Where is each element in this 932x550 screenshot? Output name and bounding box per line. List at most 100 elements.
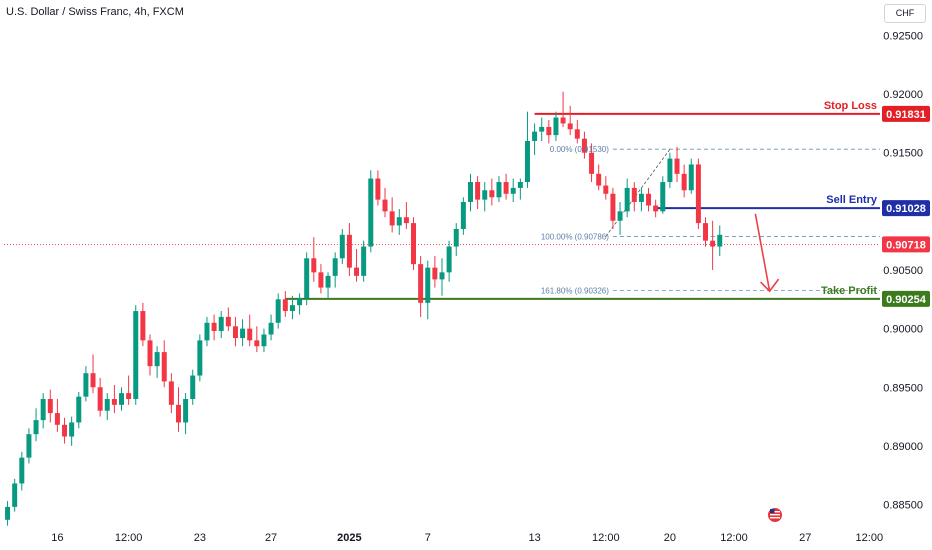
candle-body xyxy=(275,299,281,323)
candle-body xyxy=(660,182,666,212)
candle-body xyxy=(389,211,395,226)
candle-body xyxy=(247,328,253,341)
candle-body xyxy=(446,246,452,273)
fib-level-label: 0.00% (0.91530) xyxy=(550,145,609,154)
candle-body xyxy=(5,506,11,520)
candle-body xyxy=(517,182,523,188)
candle-body xyxy=(403,217,409,224)
candle-body xyxy=(396,217,402,226)
candle-body xyxy=(482,190,488,200)
take-profit-price-box xyxy=(882,290,930,307)
x-tick-label: 12:00 xyxy=(856,532,884,544)
currency-button[interactable]: CHF xyxy=(884,4,926,23)
candle-body xyxy=(560,117,566,124)
candle-body xyxy=(297,298,303,306)
candle-body xyxy=(496,182,502,198)
candle-body xyxy=(90,373,96,388)
fib-level-label: 161.80% (0.90326) xyxy=(541,286,609,295)
candle-body xyxy=(204,322,210,341)
y-tick-label: 0.92000 xyxy=(883,89,923,101)
y-tick-label: 0.90500 xyxy=(883,265,923,277)
sell-entry-label: Sell Entry xyxy=(826,194,878,206)
x-tick-label: 27 xyxy=(799,532,811,544)
candle-body xyxy=(104,399,110,411)
candle-body xyxy=(581,138,587,153)
candle-body xyxy=(119,393,125,405)
candle-body xyxy=(268,322,274,335)
sell-entry-price-label: 0.91028 xyxy=(886,203,926,215)
y-tick-label: 0.90000 xyxy=(883,324,923,336)
candle-body xyxy=(304,258,310,299)
candle-body xyxy=(375,178,381,200)
candle-body xyxy=(489,190,495,198)
x-tick-label: 12:00 xyxy=(115,532,143,544)
fib-level-label: 100.00% (0.90786) xyxy=(541,232,609,241)
candle-body xyxy=(111,399,117,405)
price-axis[interactable]: 0.925000.920000.915000.910000.905000.900… xyxy=(882,30,930,512)
candle-body xyxy=(154,352,160,367)
candle-body xyxy=(546,126,552,136)
candle-body xyxy=(168,381,174,405)
candle-body xyxy=(161,352,167,382)
candle-body xyxy=(76,396,82,423)
candle-body xyxy=(638,193,644,202)
candle-body xyxy=(311,258,317,273)
candle-body xyxy=(218,316,224,331)
candle-body xyxy=(439,272,445,280)
candle-body xyxy=(425,267,431,303)
candle-body xyxy=(432,267,438,280)
candle-body xyxy=(211,322,217,331)
candle-body xyxy=(69,422,75,437)
candle-body xyxy=(688,164,694,191)
candle-body xyxy=(710,240,716,247)
x-tick-label: 2025 xyxy=(337,532,361,544)
candle-body xyxy=(47,399,53,414)
candle-body xyxy=(133,311,139,399)
take-profit-price-label: 0.90254 xyxy=(886,294,927,306)
candle-body xyxy=(646,193,652,206)
current-price-label: 0.90718 xyxy=(886,239,926,251)
chart-title: U.S. Dollar / Swiss Franc, 4h, FXCM xyxy=(6,6,184,18)
y-tick-label: 0.89000 xyxy=(883,441,923,453)
candle-body xyxy=(453,228,459,247)
candle-body xyxy=(54,413,60,425)
x-tick-label: 23 xyxy=(194,532,206,544)
candle-body xyxy=(240,328,246,339)
time-axis[interactable]: 16 12:00 23 27 2025 7 13 12:00 20 12:00 27 12:00 xyxy=(51,532,883,544)
candle-body xyxy=(225,316,231,327)
candle-body xyxy=(40,399,46,421)
candle-body xyxy=(475,182,481,200)
candle-body xyxy=(467,182,473,202)
candle-body xyxy=(346,234,352,268)
candle-body xyxy=(617,211,623,221)
candle-body xyxy=(631,187,637,202)
candle-body xyxy=(667,158,673,183)
y-tick-label: 0.88500 xyxy=(883,500,923,512)
candle-body xyxy=(261,334,267,347)
candle-body xyxy=(190,375,196,399)
candle-body xyxy=(653,205,659,212)
x-tick-label: 12:00 xyxy=(592,532,620,544)
tradingview-flag-icon[interactable] xyxy=(768,508,782,522)
take-profit-label: Take Profit xyxy=(821,285,877,297)
stop-loss-label: Stop Loss xyxy=(824,100,877,112)
candle-body xyxy=(33,420,39,435)
candle-body xyxy=(539,126,545,132)
candle-body xyxy=(19,457,25,484)
candle-body xyxy=(183,399,189,423)
candle-body xyxy=(97,387,103,411)
down-arrow-line xyxy=(754,213,771,292)
y-tick-label: 0.91500 xyxy=(883,148,923,160)
candle-body xyxy=(510,187,516,194)
candle-body xyxy=(503,182,509,194)
candle-body xyxy=(460,201,466,229)
fib-trend-line xyxy=(605,148,671,237)
candle-body xyxy=(717,234,723,247)
candle-body xyxy=(411,223,417,265)
candle-body xyxy=(567,123,573,130)
candle-body xyxy=(354,267,360,276)
candle-body xyxy=(532,131,538,141)
sell-entry-price-box xyxy=(882,200,930,217)
stop-loss-price-label: 0.91831 xyxy=(886,109,926,121)
